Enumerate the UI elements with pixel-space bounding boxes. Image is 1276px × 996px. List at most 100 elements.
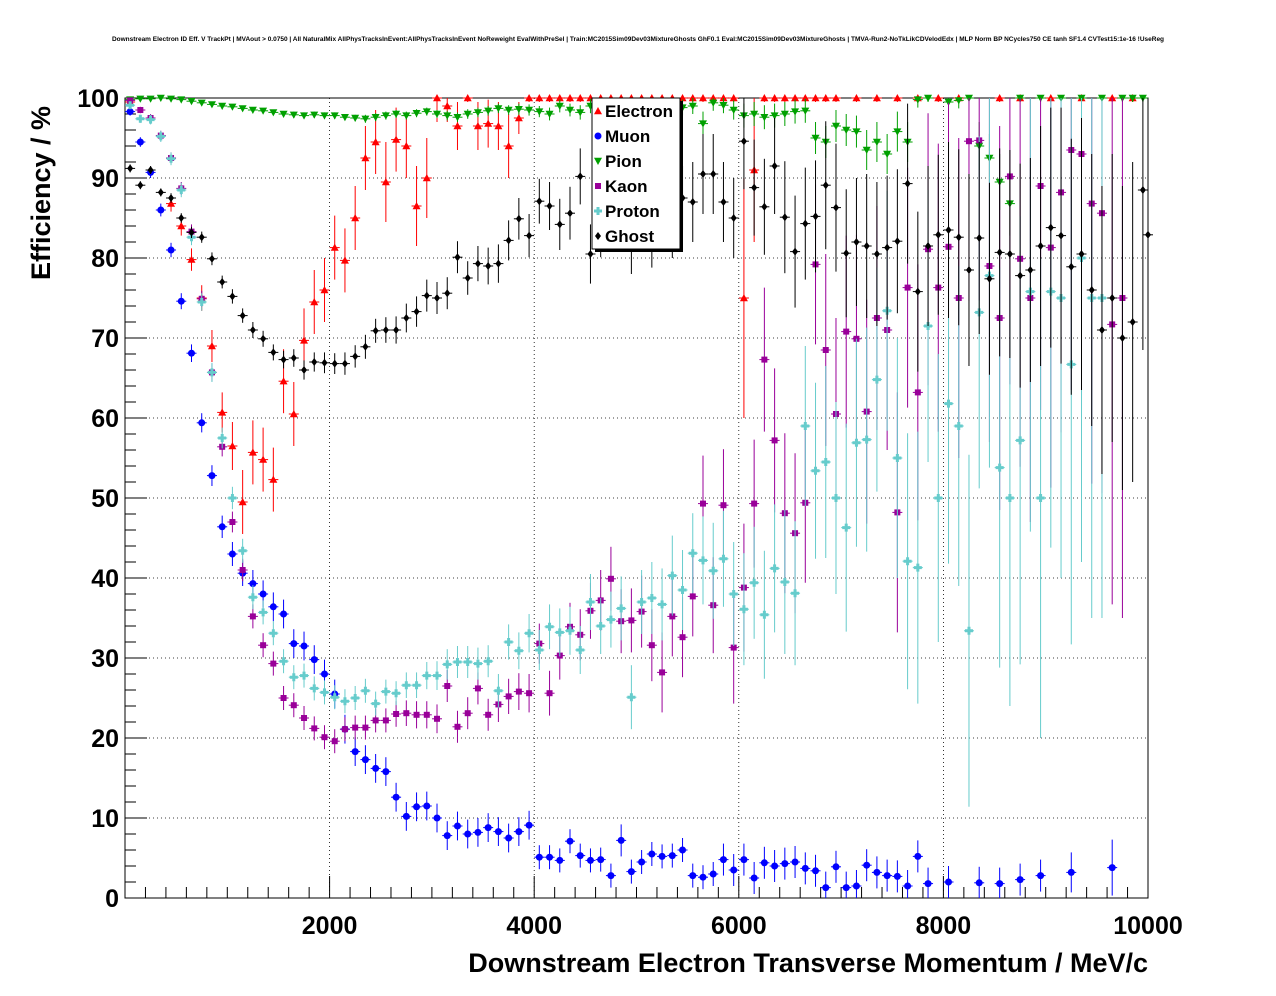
ghost-data-point (689, 198, 696, 206)
ghost-data-point (730, 214, 737, 222)
kaon-data-point (699, 500, 706, 507)
ghost-data-point (853, 238, 860, 246)
muon-data-point (842, 884, 850, 892)
ghost-data-point (965, 266, 972, 274)
ghost-data-point (1037, 242, 1044, 250)
electron-data-point (688, 94, 697, 102)
muon-data-point (474, 828, 482, 836)
muon-data-point (402, 812, 410, 820)
proton-data-point (504, 638, 513, 646)
muon-data-point (361, 756, 369, 764)
proton-data-point (617, 604, 626, 613)
y-tick-label: 90 (91, 165, 119, 193)
ghost-data-point (1078, 250, 1085, 258)
kaon-data-point (127, 97, 134, 104)
proton-data-point (760, 610, 769, 619)
electron-data-point (361, 154, 370, 162)
ghost-data-point (1145, 230, 1151, 239)
pion-data-point (177, 96, 186, 104)
proton-data-point (739, 605, 748, 614)
proton-data-point (392, 689, 401, 698)
electron-data-point (259, 455, 268, 463)
electron-data-point (934, 94, 943, 102)
kaon-data-point (290, 702, 297, 709)
muon-data-point (177, 297, 185, 305)
electron-data-point (422, 174, 431, 182)
pion-data-point (330, 112, 339, 120)
proton-data-point (668, 571, 677, 580)
chart-title: Downstream Electron ID Eff. V TrackPt | … (111, 36, 1165, 43)
kaon-data-point (689, 593, 696, 600)
proton-data-point (412, 681, 421, 690)
electron-data-point (995, 94, 1004, 102)
proton-data-point (606, 615, 615, 624)
pion-data-point (791, 108, 800, 116)
ghost-data-point (710, 170, 717, 178)
kaon-data-point (454, 723, 461, 730)
ghost-data-point (147, 166, 154, 174)
ghost-data-point (792, 247, 799, 256)
ghost-data-point (413, 307, 420, 316)
proton-data-point (320, 688, 329, 697)
proton-data-point (351, 694, 360, 702)
ghost-data-point (1139, 186, 1146, 194)
y-tick-label: 30 (91, 645, 119, 673)
ghost-data-point (372, 326, 379, 335)
proton-data-point (269, 629, 278, 638)
pion-data-point (525, 106, 534, 114)
kaon-data-point (331, 738, 338, 745)
muon-data-point (187, 349, 195, 357)
pion-data-point (780, 110, 789, 118)
muon-data-point (781, 860, 789, 868)
x-tick-label: 4000 (506, 912, 562, 940)
muon-data-point (924, 880, 932, 888)
muon-data-point (218, 523, 226, 531)
pion-data-point (412, 110, 421, 118)
muon-data-point (975, 879, 983, 887)
legend-label-pion: Pion (605, 152, 642, 171)
electron-data-point (494, 122, 503, 130)
muon-data-point (351, 748, 359, 756)
ghost-data-point (260, 334, 267, 343)
electron-data-point (279, 377, 288, 385)
muon-data-point (228, 550, 236, 558)
ghost-data-point (1017, 271, 1024, 280)
muon-data-point (597, 856, 605, 864)
ghost-data-point (301, 366, 308, 374)
proton-data-point (443, 660, 452, 669)
ghost-data-point (1088, 286, 1095, 294)
muon-data-point (648, 850, 656, 858)
ghost-data-point (423, 291, 430, 300)
kaon-data-point (372, 717, 379, 724)
proton-data-point (330, 693, 339, 702)
ghost-data-point (1098, 326, 1105, 334)
pion-data-point (709, 99, 718, 107)
ghost-data-point (546, 202, 553, 210)
muon-data-point (464, 830, 472, 838)
ghost-data-point (914, 287, 921, 296)
proton-data-point (750, 578, 759, 587)
proton-data-point (156, 132, 165, 141)
proton-data-point (279, 657, 288, 666)
pion-data-point (167, 95, 176, 103)
ghost-data-point (894, 237, 901, 246)
proton-data-point (637, 598, 646, 606)
electron-data-point (289, 410, 298, 418)
y-tick-label: 20 (91, 725, 119, 753)
ghost-data-point (996, 248, 1003, 257)
electron-data-point (760, 94, 769, 102)
proton-data-point (535, 646, 544, 654)
muon-data-point (730, 866, 738, 874)
ghost-data-point (802, 219, 809, 228)
muon-data-point (484, 824, 492, 832)
kaon-data-point (720, 502, 727, 509)
legend-box (591, 97, 681, 250)
pion-data-point (1128, 94, 1137, 102)
pion-data-point (320, 112, 329, 120)
kaon-data-point (659, 669, 666, 676)
electron-data-point (678, 94, 687, 102)
y-axis-label: Efficiency / % (26, 105, 56, 280)
legend: Electron Muon Pion Kaon Proton Ghost (591, 97, 683, 252)
muon-data-point (852, 882, 860, 890)
proton-data-point (1005, 494, 1014, 502)
